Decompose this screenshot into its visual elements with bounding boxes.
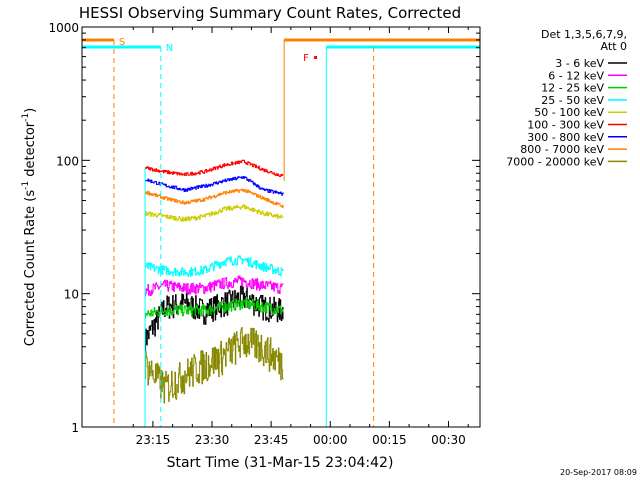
- chart-title: HESSI Observing Summary Count Rates, Cor…: [79, 4, 461, 22]
- x-axis-label: Start Time (31-Mar-15 23:04:42): [167, 455, 394, 471]
- x-tick-label: 00:15: [372, 433, 407, 447]
- flag-label-flare: F: [303, 53, 309, 64]
- legend-label: 3 - 6 keV: [555, 57, 604, 70]
- legend-label: 100 - 300 keV: [527, 119, 604, 132]
- y-axis-label-main: Corrected Count Rate (s: [23, 190, 38, 347]
- legend-header-detectors: Det 1,3,5,6,7,9,: [541, 28, 627, 41]
- flare-marker: [314, 56, 318, 59]
- y-tick-label: 1000: [48, 21, 79, 35]
- series-line-5: [145, 204, 284, 222]
- y-axis-label-sup2: -1: [21, 113, 31, 122]
- y-axis: 1 10 100 1000: [48, 21, 480, 435]
- footer-date: 20-Sep-2017 08:09: [560, 468, 637, 477]
- legend-label: 12 - 25 keV: [541, 82, 604, 95]
- legend-label: 6 - 12 keV: [548, 69, 604, 82]
- series-line-6: [145, 159, 284, 177]
- series-line-3: [145, 297, 284, 319]
- legend-label: 800 - 7000 keV: [520, 143, 604, 156]
- legend-header-attenuator: Att 0: [601, 40, 627, 53]
- plot-area: S N F 23:15 23:30 23:45 00:00 00:15 00:30 1 10 10…: [48, 21, 481, 447]
- series-layer: [145, 159, 284, 404]
- series-line-4: [145, 255, 284, 277]
- series-line-1: [145, 285, 284, 355]
- y-tick-label: 1: [71, 421, 79, 435]
- y-axis-label-sup1: -1: [21, 181, 31, 190]
- series-line-8: [145, 188, 284, 209]
- legend-label: 25 - 50 keV: [541, 94, 604, 107]
- y-axis-label: Corrected Count Rate (s-1 detector-1): [21, 108, 38, 346]
- y-axis-label-mid: detector: [23, 121, 38, 181]
- x-tick-label: 23:45: [254, 433, 289, 447]
- y-tick-label: 100: [56, 154, 79, 168]
- plot-frame: [81, 26, 481, 428]
- y-tick-label: 10: [64, 288, 79, 302]
- legend-label: 300 - 800 keV: [527, 131, 604, 144]
- x-tick-label: 23:15: [136, 433, 171, 447]
- x-axis: 23:15 23:30 23:45 00:00 00:15 00:30: [132, 27, 469, 447]
- flag-label-night: N: [166, 43, 173, 54]
- x-tick-label: 23:30: [195, 433, 230, 447]
- flag-layer: S N F: [82, 37, 480, 427]
- series-line-7: [145, 176, 284, 196]
- series-line-9: [145, 327, 284, 404]
- series-line-2: [145, 275, 284, 297]
- legend-label: 50 - 100 keV: [534, 106, 604, 119]
- x-tick-label: 00:30: [431, 433, 466, 447]
- legend-label: 7000 - 20000 keV: [506, 155, 604, 168]
- flag-label-saa: S: [119, 37, 125, 48]
- y-axis-label-end: ): [23, 108, 38, 113]
- x-tick-label: 00:00: [313, 433, 348, 447]
